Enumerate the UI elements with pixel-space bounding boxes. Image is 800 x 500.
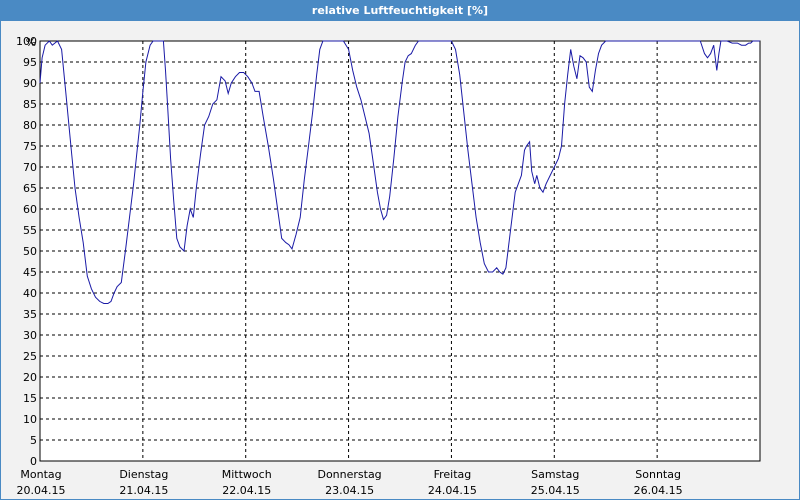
x-tick-day: Freitag [434, 468, 472, 481]
y-tick-label: 45 [23, 266, 37, 279]
y-tick-label: 95 [23, 56, 37, 69]
y-axis-ticks: 0 5 10 15 20 25 30 35 40 45 50 55 60 65 70 75 80 85 90 95 10… [16, 35, 37, 468]
y-axis-label: % [26, 36, 36, 49]
x-tick-day: Montag [20, 468, 61, 481]
x-tick-day: Donnerstag [317, 468, 381, 481]
x-tick-day: Dienstag [119, 468, 168, 481]
x-axis-ticks: Montag 20.04.15 Dienstag 21.04.15 Mittwoch 22… [17, 468, 683, 497]
window-title: relative Luftfeuchtigkeit [%] [1, 1, 799, 21]
y-tick-label: 20 [23, 371, 37, 384]
y-tick-label: 65 [23, 182, 37, 195]
y-tick-label: 40 [23, 287, 37, 300]
y-tick-label: 90 [23, 77, 37, 90]
y-tick-label: 55 [23, 224, 37, 237]
y-tick-label: 15 [23, 392, 37, 405]
y-tick-label: 50 [23, 245, 37, 258]
y-tick-label: 25 [23, 350, 37, 363]
y-tick-label: 0 [30, 455, 37, 468]
x-tick-date: 21.04.15 [119, 484, 168, 497]
x-tick-date: 25.04.15 [531, 484, 580, 497]
x-tick-date: 22.04.15 [222, 484, 271, 497]
y-tick-label: 30 [23, 329, 37, 342]
humidity-series-line [39, 40, 760, 304]
y-tick-label: 80 [23, 119, 37, 132]
y-tick-label: 60 [23, 203, 37, 216]
x-tick-date: 23.04.15 [325, 484, 374, 497]
y-tick-label: 75 [23, 140, 37, 153]
x-tick-date: 26.04.15 [634, 484, 683, 497]
x-tick-date: 20.04.15 [17, 484, 66, 497]
y-tick-label: 70 [23, 161, 37, 174]
grid [40, 41, 760, 461]
y-tick-label: 5 [30, 434, 37, 447]
y-tick-label: 10 [23, 413, 37, 426]
x-tick-day: Sonntag [635, 468, 681, 481]
x-tick-day: Mittwoch [222, 468, 272, 481]
y-tick-label: 85 [23, 98, 37, 111]
x-tick-date: 24.04.15 [428, 484, 477, 497]
y-tick-label: 100 [16, 35, 37, 48]
y-tick-label: 35 [23, 308, 37, 321]
x-tick-day: Samstag [531, 468, 579, 481]
